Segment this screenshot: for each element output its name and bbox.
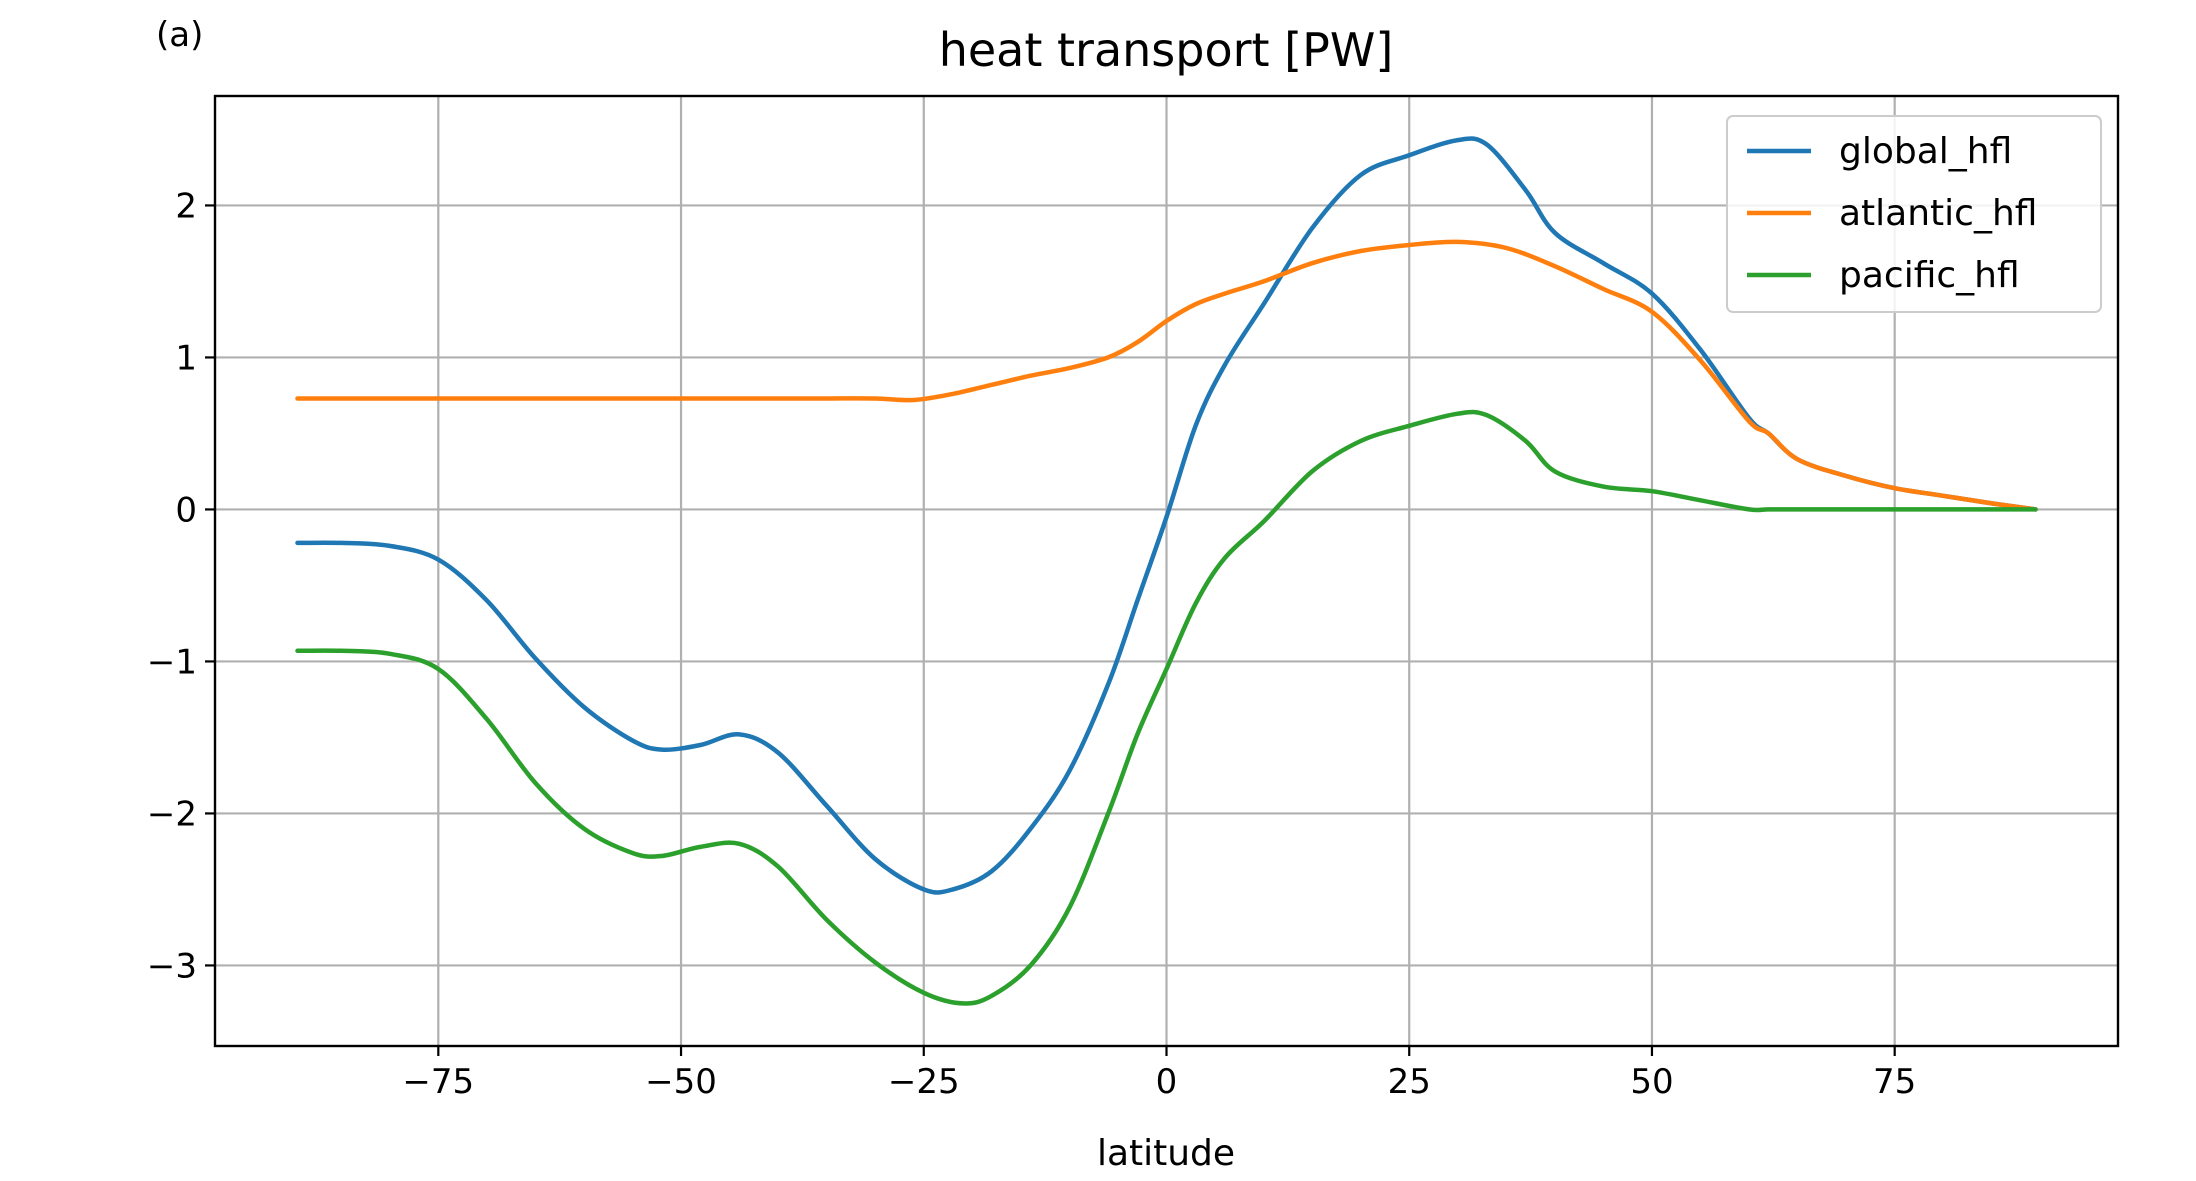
series-lines — [295, 136, 2038, 1006]
panel-label: (a) — [156, 15, 203, 55]
y-tick-label: −2 — [147, 794, 197, 834]
x-tick-label: 75 — [1873, 1062, 1916, 1102]
x-tick-label: −75 — [402, 1062, 474, 1102]
legend-box — [1726, 115, 2102, 313]
x-tick-label: −50 — [645, 1062, 717, 1102]
y-tick-label: −3 — [147, 946, 197, 986]
y-tick-label: 0 — [175, 490, 197, 530]
legend: global_hfl atlantic_hfl pacific_hfl — [1726, 115, 2102, 313]
legend-label-pacific-hfl: pacific_hfl — [1839, 255, 2020, 296]
x-tick-label: 0 — [1156, 1062, 1178, 1102]
x-tick-label: −25 — [888, 1062, 960, 1102]
y-axis-ticks: −3 −2 −1 0 1 2 — [147, 186, 215, 986]
y-tick-label: 1 — [175, 338, 197, 378]
series-line-pacific-hfl — [295, 409, 2038, 1006]
legend-label-atlantic-hfl: atlantic_hfl — [1839, 193, 2037, 234]
legend-label-global-hfl: global_hfl — [1839, 131, 2012, 172]
series-line-global-hfl — [295, 136, 2038, 895]
y-tick-label: −1 — [147, 642, 197, 682]
x-axis-label: latitude — [1097, 1133, 1235, 1174]
x-tick-label: 50 — [1630, 1062, 1673, 1102]
x-axis-ticks: −75 −50 −25 0 25 50 75 — [402, 1046, 1916, 1102]
series-line-atlantic-hfl — [295, 239, 2038, 512]
y-tick-label: 2 — [175, 186, 197, 226]
x-tick-label: 25 — [1388, 1062, 1431, 1102]
chart-title: heat transport [PW] — [939, 23, 1394, 77]
